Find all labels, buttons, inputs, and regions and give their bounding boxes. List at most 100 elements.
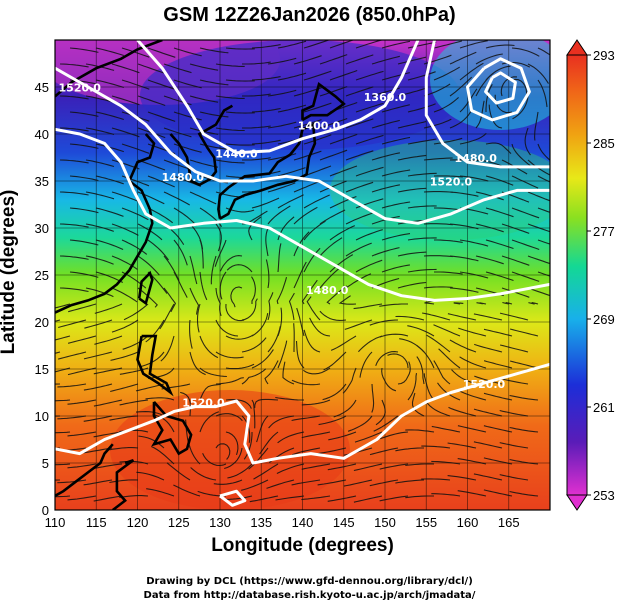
streamline: [111, 319, 139, 333]
streamline: [457, 458, 487, 465]
streamline: [57, 415, 87, 420]
streamline: [146, 488, 175, 497]
streamline: [251, 276, 256, 304]
streamline: [213, 479, 243, 485]
streamline: [474, 343, 503, 353]
streamline: [528, 301, 539, 305]
streamline: [95, 79, 124, 89]
streamline: [277, 243, 282, 273]
streamline: [433, 66, 460, 81]
contour-label: 1440.0: [215, 148, 258, 161]
streamline: [293, 261, 307, 289]
streamline: [431, 493, 461, 497]
streamline: [397, 361, 411, 385]
streamline: [93, 431, 123, 438]
streamline: [227, 463, 253, 479]
streamline: [433, 96, 459, 113]
streamline: [329, 225, 356, 241]
streamline: [95, 47, 124, 57]
streamline: [93, 495, 123, 502]
streamline: [277, 194, 304, 209]
colorbar-max-arrow: [566, 39, 588, 56]
streamline: [319, 267, 341, 289]
streamline: [371, 55, 400, 65]
x-tick-label: 135: [250, 515, 272, 530]
streamline: [225, 431, 239, 456]
streamline: [407, 103, 436, 113]
streamline: [241, 479, 269, 491]
streamline: [111, 287, 138, 303]
streamline: [509, 360, 539, 369]
streamline: [67, 399, 97, 405]
streamline: [344, 319, 373, 330]
streamline: [147, 111, 176, 122]
streamline: [449, 191, 479, 197]
streamline: [251, 349, 274, 369]
x-tick-label: 160: [457, 515, 479, 530]
streamline: [95, 239, 124, 251]
streamline: [421, 445, 451, 449]
streamline: [121, 207, 149, 221]
streamline: [293, 55, 322, 65]
streamline: [387, 353, 409, 369]
streamline: [355, 40, 384, 49]
streamline: [267, 326, 281, 353]
streamline: [407, 41, 437, 49]
streamline: [449, 109, 473, 129]
contour-label: 1480.0: [306, 284, 349, 297]
streamline: [407, 205, 437, 209]
streamline: [431, 460, 461, 465]
coastline: [217, 122, 317, 220]
streamline: [527, 255, 550, 265]
streamline: [449, 339, 477, 353]
streamline: [242, 93, 271, 97]
streamline: [511, 143, 531, 167]
contour-label: 1520.0: [430, 176, 473, 189]
streamline: [423, 373, 435, 401]
streamline: [527, 287, 550, 297]
streamline: [147, 47, 176, 58]
height-contour: [55, 362, 550, 465]
streamline: [267, 292, 274, 321]
streamline: [301, 279, 318, 305]
streamline: [109, 447, 139, 451]
streamline: [476, 302, 487, 305]
streamline: [83, 351, 113, 360]
streamline: [226, 264, 253, 273]
streamline: [94, 335, 123, 345]
streamline: [199, 367, 227, 378]
streamline: [225, 143, 255, 146]
streamline: [485, 207, 514, 218]
streamline: [475, 191, 504, 201]
streamline: [527, 159, 550, 176]
streamline: [447, 442, 477, 449]
x-tick-label: 150: [374, 515, 396, 530]
streamline: [180, 391, 192, 417]
streamline: [173, 47, 202, 57]
streamline: [111, 95, 140, 106]
x-tick-label: 155: [415, 515, 437, 530]
streamline: [342, 367, 357, 394]
streamline: [405, 463, 435, 467]
streamline: [381, 233, 411, 241]
streamline: [253, 463, 279, 480]
streamline: [459, 175, 489, 182]
streamline: [85, 127, 115, 136]
streamline: [55, 303, 71, 309]
streamline: [57, 351, 87, 360]
streamline: [173, 484, 201, 497]
streamline: [319, 149, 348, 161]
streamline: [501, 223, 530, 234]
streamline: [485, 239, 514, 250]
streamline: [59, 191, 89, 196]
streamline: [303, 165, 332, 177]
streamline: [241, 368, 267, 385]
x-tick-label: 165: [498, 515, 520, 530]
colorbar-tick-label: 277: [593, 224, 615, 239]
streamline: [328, 431, 357, 441]
streamline: [381, 367, 397, 392]
streamline: [147, 207, 174, 224]
streamline: [434, 271, 463, 275]
streamline: [511, 207, 540, 219]
streamline: [93, 399, 123, 407]
